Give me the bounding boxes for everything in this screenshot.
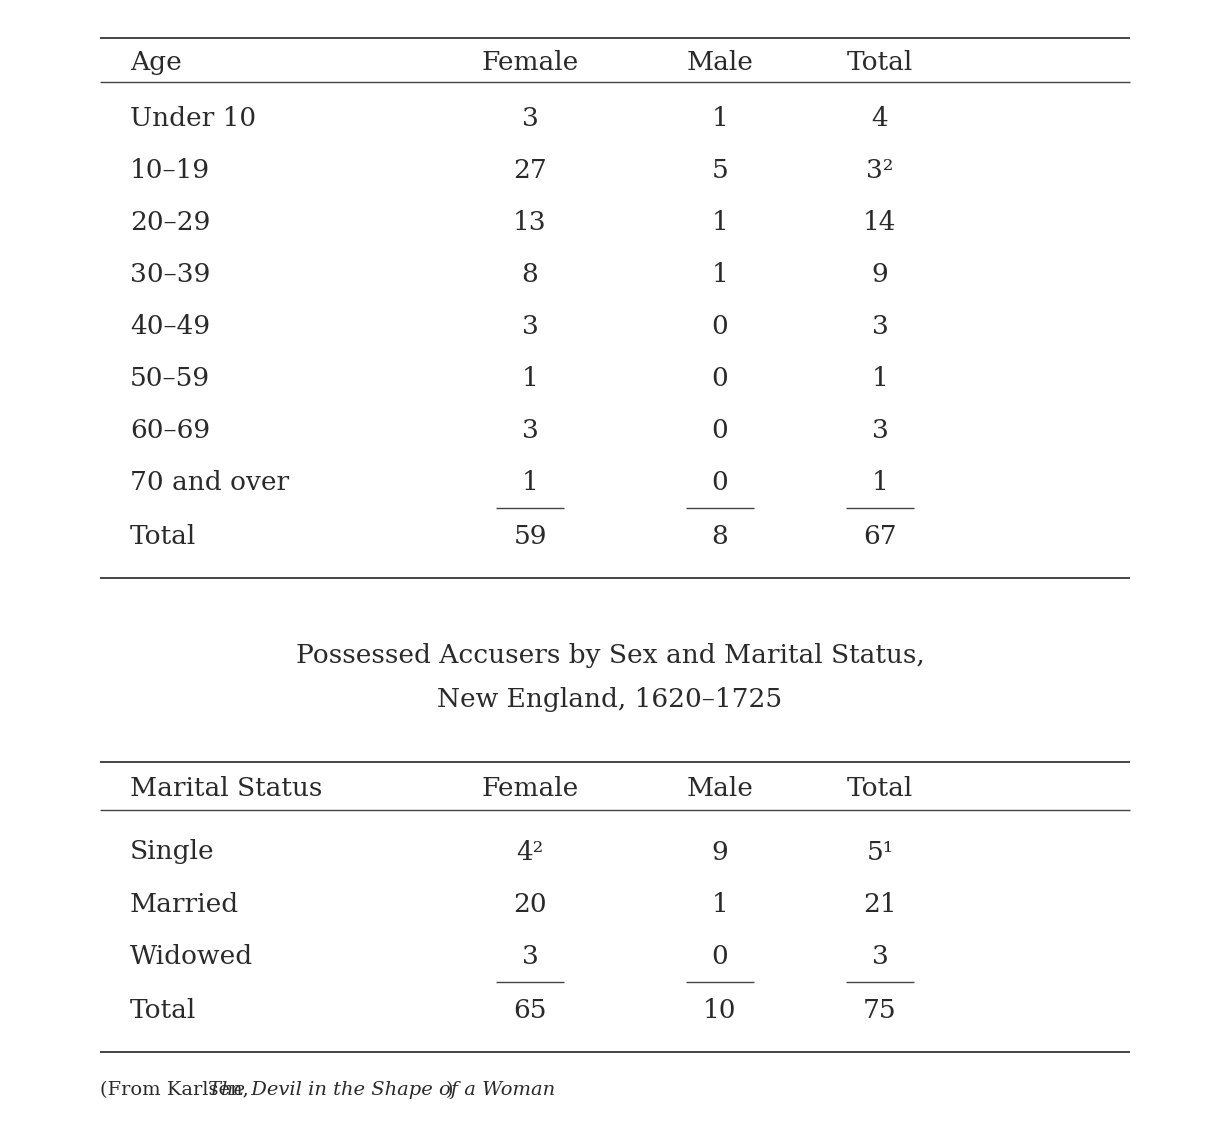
Text: 4²: 4² [516, 840, 543, 865]
Text: 8: 8 [521, 262, 538, 287]
Text: New England, 1620–1725: New England, 1620–1725 [437, 687, 783, 712]
Text: (From Karlsen,: (From Karlsen, [100, 1081, 255, 1099]
Text: 5: 5 [712, 157, 729, 182]
Text: Single: Single [129, 840, 215, 865]
Text: 50–59: 50–59 [129, 365, 210, 390]
Text: 3: 3 [521, 313, 538, 338]
Text: 0: 0 [712, 418, 729, 443]
Text: Widowed: Widowed [129, 943, 253, 968]
Text: Married: Married [129, 891, 239, 916]
Text: Under 10: Under 10 [129, 106, 256, 131]
Text: 60–69: 60–69 [129, 418, 210, 443]
Text: 10: 10 [703, 998, 736, 1023]
Text: Male: Male [686, 49, 753, 74]
Text: Female: Female [481, 49, 579, 74]
Text: The Devil in the Shape of a Woman: The Devil in the Shape of a Woman [208, 1081, 556, 1099]
Text: 9: 9 [872, 262, 889, 287]
Text: 9: 9 [712, 840, 729, 865]
Text: 1: 1 [872, 470, 889, 495]
Text: 65: 65 [513, 998, 547, 1023]
Text: Total: Total [129, 523, 197, 549]
Text: 1: 1 [872, 365, 889, 390]
Text: ): ) [446, 1081, 453, 1099]
Text: 5¹: 5¹ [867, 840, 894, 865]
Text: 75: 75 [863, 998, 896, 1023]
Text: 3²: 3² [867, 157, 894, 182]
Text: 3: 3 [872, 943, 889, 968]
Text: 3: 3 [521, 943, 538, 968]
Text: 40–49: 40–49 [129, 313, 210, 338]
Text: 1: 1 [521, 470, 538, 495]
Text: 70 and over: 70 and over [129, 470, 289, 495]
Text: Age: Age [129, 49, 182, 74]
Text: 3: 3 [872, 313, 889, 338]
Text: 27: 27 [513, 157, 547, 182]
Text: 14: 14 [863, 209, 896, 234]
Text: 20: 20 [513, 891, 547, 916]
Text: 1: 1 [712, 262, 729, 287]
Text: 1: 1 [712, 891, 729, 916]
Text: Male: Male [686, 775, 753, 800]
Text: Total: Total [847, 49, 913, 74]
Text: 8: 8 [712, 523, 729, 549]
Text: 67: 67 [863, 523, 896, 549]
Text: Total: Total [847, 775, 913, 800]
Text: 59: 59 [513, 523, 547, 549]
Text: 0: 0 [712, 313, 729, 338]
Text: 0: 0 [712, 470, 729, 495]
Text: 1: 1 [712, 106, 729, 131]
Text: 20–29: 20–29 [129, 209, 210, 234]
Text: 3: 3 [521, 418, 538, 443]
Text: 3: 3 [872, 418, 889, 443]
Text: Female: Female [481, 775, 579, 800]
Text: 30–39: 30–39 [129, 262, 210, 287]
Text: 10–19: 10–19 [129, 157, 210, 182]
Text: 0: 0 [712, 943, 729, 968]
Text: 0: 0 [712, 365, 729, 390]
Text: 1: 1 [712, 209, 729, 234]
Text: Possessed Accusers by Sex and Marital Status,: Possessed Accusers by Sex and Marital St… [295, 643, 924, 668]
Text: Total: Total [129, 998, 197, 1023]
Text: Marital Status: Marital Status [129, 775, 322, 800]
Text: 13: 13 [513, 209, 547, 234]
Text: 4: 4 [872, 106, 889, 131]
Text: 3: 3 [521, 106, 538, 131]
Text: 21: 21 [863, 891, 896, 916]
Text: 1: 1 [521, 365, 538, 390]
